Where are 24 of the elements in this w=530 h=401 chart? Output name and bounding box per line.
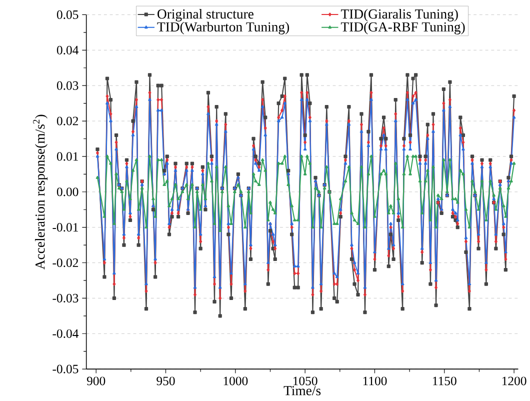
y-tick-label: 0.01 [56, 152, 78, 161]
x-tick-label: 1200 [502, 376, 526, 386]
legend-label: Original structure [158, 8, 254, 22]
y-tick-label: -0.05 [52, 364, 78, 374]
x-tick-label: 1100 [363, 376, 387, 386]
y-tick-label: 0.02 [56, 116, 78, 126]
y-tick-label: -0.03 [52, 294, 78, 302]
y-tick-label: 0.05 [56, 10, 78, 19]
x-tick-label: 950 [156, 376, 175, 386]
y-tick-label: 0.04 [56, 46, 79, 54]
y-axis-title: Acceleration response(m/s$^{2}$) [33, 114, 48, 270]
legend-label: TID(Giaralis Tuning) [340, 8, 458, 22]
y-tick-label: -0.01 [52, 222, 78, 232]
x-axis-title: Time/s [284, 386, 321, 396]
x-tick-label: 1150 [433, 376, 456, 386]
legend-label: TID(GA-RBF Tuning) [340, 22, 465, 34]
x-tick-label: 1000 [224, 376, 248, 386]
y-tick-label: 0.03 [56, 81, 78, 90]
y-tick-label: -0.04 [52, 329, 79, 338]
legend-label: TID(Warburton Tuning) [157, 22, 290, 34]
x-tick-label: 1050 [293, 376, 318, 386]
x-tick-label: 900 [86, 376, 106, 386]
y-tick-label: -0.02 [52, 258, 78, 267]
y-tick-label: 0.00 [56, 187, 78, 196]
